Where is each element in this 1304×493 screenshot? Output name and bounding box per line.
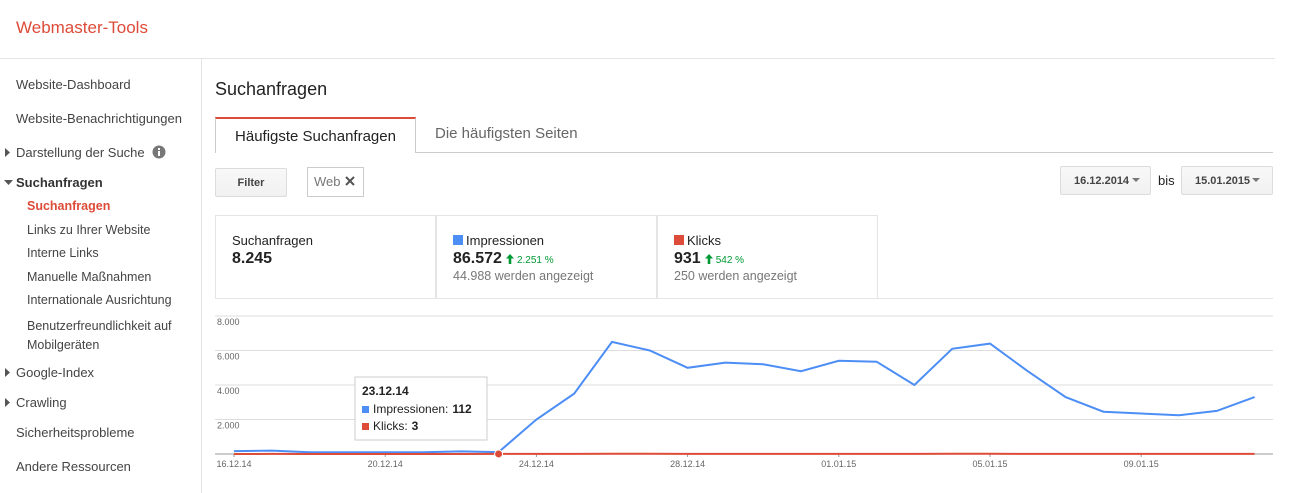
stat-change: 2.251 %: [516, 255, 554, 266]
chart-top-border: [215, 298, 1273, 299]
series-line: [233, 340, 1255, 454]
y-tick-label: 8.000: [217, 317, 240, 327]
nav-item[interactable]: Suchanfragen: [16, 175, 103, 190]
header-divider: [0, 58, 1275, 59]
nav-item[interactable]: Website-Dashboard: [16, 77, 131, 92]
stat-note: 44.988 werden angezeigt: [453, 269, 594, 283]
chip-label: Web: [314, 174, 341, 189]
nav-item[interactable]: Darstellung der Suche: [16, 145, 145, 160]
legend-swatch: [453, 235, 463, 245]
stat-change: 542 %: [715, 255, 745, 266]
hover-point: [494, 449, 504, 459]
tooltip-value: 3: [412, 419, 419, 433]
x-tick-label: 24.12.14: [519, 459, 554, 469]
nav-subitem[interactable]: Interne Links: [27, 246, 99, 260]
x-tick-label: 20.12.14: [368, 459, 403, 469]
y-tick-label: 4.000: [217, 386, 240, 396]
collapse-arrow: [4, 180, 13, 185]
stat-change-row: 542 %: [704, 254, 745, 266]
stat-label: Suchanfragen: [232, 233, 313, 248]
nav-item[interactable]: Website-Benachrichtigungen: [16, 111, 182, 126]
chart: 2.000 4.000 6.000 8.000 16.12.14 20.12.14 24.1…: [215, 315, 1273, 469]
stat-label: Impressionen: [466, 233, 545, 248]
stat-card: Suchanfragen 8.245: [215, 215, 436, 299]
nav-subitem[interactable]: Internationale Ausrichtung: [27, 293, 172, 307]
stat-value: 8.245: [232, 250, 273, 267]
info-icon[interactable]: [152, 145, 166, 159]
x-tick-label: 05.01.15: [972, 459, 1007, 469]
tab-active[interactable]: Häufigste Suchanfragen: [215, 117, 416, 153]
nav-subitem[interactable]: Links zu Ihrer Website: [27, 223, 151, 237]
app-title[interactable]: Webmaster-Tools: [16, 18, 148, 37]
tooltip-label: Impressionen:: [373, 402, 448, 416]
x-tick-label: 01.01.15: [821, 459, 856, 469]
tooltip-swatch: [362, 423, 369, 430]
x-tick-label: 16.12.14: [216, 459, 251, 469]
filter-button[interactable]: Filter: [215, 168, 287, 197]
legend-swatch: [674, 235, 684, 245]
x-tick-label: 09.01.15: [1124, 459, 1159, 469]
nav-item[interactable]: Google-Index: [16, 365, 95, 380]
tooltip-row: Klicks: 3: [373, 419, 419, 433]
date-separator: bis: [1158, 173, 1175, 188]
y-tick-label: 2.000: [217, 421, 240, 431]
expand-arrow: [5, 148, 10, 157]
x-tick-label: 28.12.14: [670, 459, 705, 469]
tab[interactable]: Die häufigsten Seiten: [435, 125, 578, 142]
nav-item[interactable]: Sicherheitsprobleme: [16, 425, 135, 440]
up-arrow: [505, 254, 514, 264]
stat-card: Impressionen 86.572 2.251 % 44.988 werden…: [436, 215, 657, 299]
sidebar-divider: [201, 59, 202, 493]
stat-label-row: Klicks: [674, 233, 721, 248]
expand-arrow: [5, 368, 10, 377]
y-tick-label: 6.000: [217, 352, 240, 362]
stat-label: Klicks: [687, 233, 721, 248]
nav-item[interactable]: Andere Ressourcen: [16, 459, 131, 474]
stat-label-row: Impressionen: [453, 233, 544, 248]
tooltip-title: 23.12.14: [362, 384, 409, 398]
tooltip-value: 112: [452, 402, 472, 416]
tooltip-swatch: [362, 406, 369, 413]
tooltip-box: [354, 376, 488, 441]
stat-value-row: 86.572 2.251 %: [453, 250, 554, 268]
nav-subitem[interactable]: Benutzerfreundlichkeit auf Mobilgeräten: [27, 319, 172, 352]
filter-chip[interactable]: [307, 167, 364, 197]
stat-card: Klicks 931 542 % 250 werden angezeigt: [657, 215, 878, 299]
nav-subitem-active[interactable]: Suchanfragen: [27, 199, 111, 213]
up-arrow: [704, 254, 713, 264]
stat-value: 86.572: [453, 250, 502, 267]
date-to[interactable]: 15.01.2015: [1181, 166, 1273, 195]
tooltip-label: Klicks:: [373, 419, 408, 433]
nav-subitem[interactable]: Manuelle Maßnahmen: [27, 270, 152, 284]
expand-arrow: [5, 398, 10, 407]
chip-remove[interactable]: [345, 176, 355, 186]
stat-value-row: 931 542 %: [674, 250, 744, 268]
tooltip-row: Impressionen: 112: [373, 402, 472, 416]
dropdown-caret: [1132, 178, 1140, 182]
stat-value: 931: [674, 250, 701, 267]
nav-item[interactable]: Crawling: [16, 395, 67, 410]
tooltip: 23.12.14 Impressionen: 112 Klicks: 3: [354, 376, 488, 441]
page-title: Suchanfragen: [215, 79, 328, 99]
tab-divider: [215, 152, 1273, 153]
dropdown-caret: [1252, 178, 1260, 182]
stat-change-row: 2.251 %: [505, 254, 554, 266]
stat-note: 250 werden angezeigt: [674, 269, 798, 283]
